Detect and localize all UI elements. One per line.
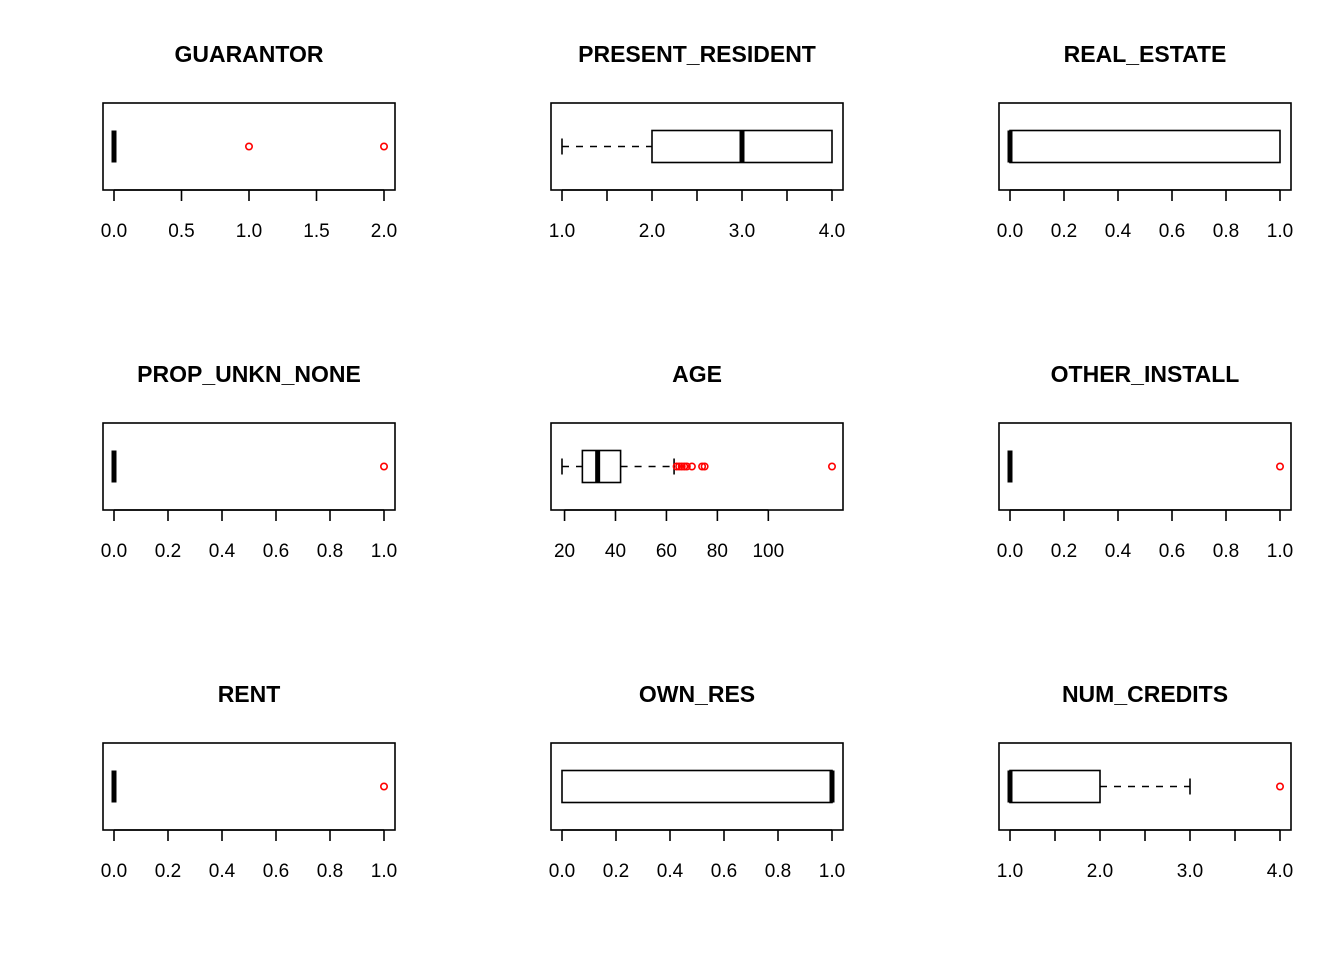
plot-frame — [998, 422, 1292, 511]
plot-frame — [102, 422, 396, 511]
boxplot-panel: REAL_ESTATE 0.0 0.2 0.4 0.6 0.8 1.0 — [997, 41, 1293, 242]
outlier-point — [672, 462, 681, 471]
x-tick-label: 1.0 — [371, 541, 397, 562]
x-tick-label: 0.8 — [1213, 221, 1239, 242]
x-tick-label: 1.0 — [1267, 221, 1293, 242]
x-tick-label: 1.0 — [236, 221, 262, 242]
outlier-point — [1276, 462, 1285, 471]
outlier-point — [687, 462, 696, 471]
outlier-point — [675, 462, 684, 471]
x-tick-label: 0.6 — [1159, 541, 1185, 562]
x-tick-label: 0.0 — [997, 541, 1023, 562]
x-tick-label: 0.6 — [1159, 221, 1185, 242]
x-tick-label: 80 — [707, 541, 728, 562]
x-tick-label: 1.0 — [819, 861, 845, 882]
x-tick-label: 1.0 — [997, 861, 1023, 882]
boxplot-panel: PRESENT_RESIDENT 1.0 2.0 3.0 4.0 — [549, 41, 845, 242]
iqr-box — [581, 449, 622, 484]
boxplot-panel: OWN_RES 0.0 0.2 0.4 0.6 0.8 1.0 — [549, 681, 845, 882]
boxplot-panel: NUM_CREDITS 1.0 2.0 3.0 4.0 — [997, 681, 1293, 882]
panel-title: REAL_ESTATE — [1064, 41, 1227, 67]
panel-title: AGE — [672, 361, 722, 387]
x-tick-label: 0.8 — [317, 861, 343, 882]
outlier-point — [245, 142, 254, 151]
x-tick-label: 0.0 — [101, 541, 127, 562]
plot-frame — [550, 742, 844, 831]
outlier-point — [379, 142, 388, 151]
plot-frame — [102, 102, 396, 191]
x-tick-label: 1.5 — [303, 221, 329, 242]
outlier-point — [827, 462, 836, 471]
x-tick-label: 40 — [605, 541, 626, 562]
x-tick-label: 0.6 — [711, 861, 737, 882]
x-tick-label: 0.2 — [1051, 541, 1077, 562]
panel-title: OWN_RES — [639, 681, 755, 707]
x-tick-label: 4.0 — [819, 221, 845, 242]
iqr-box — [561, 769, 833, 804]
panel-title: RENT — [218, 681, 281, 707]
x-tick-label: 0.2 — [1051, 221, 1077, 242]
boxplot-panel: PROP_UNKN_NONE 0.0 0.2 0.4 0.6 0.8 1.0 — [101, 361, 397, 562]
x-tick-label: 0.8 — [1213, 541, 1239, 562]
x-tick-label: 1.0 — [371, 861, 397, 882]
panel-title: NUM_CREDITS — [1062, 681, 1228, 707]
x-tick-label: 2.0 — [639, 221, 665, 242]
outlier-point — [680, 462, 689, 471]
outlier-point — [698, 462, 707, 471]
x-tick-label: 20 — [554, 541, 575, 562]
boxplot-panel: OTHER_INSTALL 0.0 0.2 0.4 0.6 0.8 1.0 — [997, 361, 1293, 562]
plot-frame — [102, 742, 396, 831]
x-tick-label: 3.0 — [729, 221, 755, 242]
x-tick-label: 0.4 — [209, 541, 236, 562]
boxplot-panel: AGE 20 40 60 80 100 — [550, 361, 844, 562]
outlier-point — [682, 462, 691, 471]
x-tick-label: 2.0 — [1087, 861, 1113, 882]
plot-frame — [998, 102, 1292, 191]
x-tick-label: 0.0 — [997, 221, 1023, 242]
panel-title: OTHER_INSTALL — [1051, 361, 1240, 387]
x-tick-label: 100 — [752, 541, 784, 562]
x-tick-label: 0.4 — [1105, 541, 1132, 562]
panel-title: PRESENT_RESIDENT — [578, 41, 816, 67]
x-tick-label: 0.4 — [657, 861, 684, 882]
plot-frame — [550, 422, 844, 511]
x-tick-label: 2.0 — [371, 221, 397, 242]
x-tick-label: 0.4 — [209, 861, 236, 882]
x-tick-label: 1.0 — [1267, 541, 1293, 562]
x-tick-label: 0.8 — [317, 541, 343, 562]
x-tick-label: 0.8 — [765, 861, 791, 882]
iqr-box — [1009, 129, 1281, 164]
x-tick-label: 0.2 — [603, 861, 629, 882]
x-tick-label: 3.0 — [1177, 861, 1203, 882]
outlier-point — [379, 782, 388, 791]
x-tick-label: 0.0 — [101, 861, 127, 882]
x-tick-label: 0.5 — [168, 221, 194, 242]
x-tick-label: 0.4 — [1105, 221, 1132, 242]
x-tick-label: 0.2 — [155, 861, 181, 882]
iqr-box — [1009, 769, 1101, 804]
x-tick-label: 1.0 — [549, 221, 575, 242]
x-tick-label: 0.6 — [263, 861, 289, 882]
x-tick-label: 60 — [656, 541, 677, 562]
outlier-point — [677, 462, 686, 471]
x-tick-label: 0.2 — [155, 541, 181, 562]
x-tick-label: 4.0 — [1267, 861, 1293, 882]
panel-title: GUARANTOR — [174, 41, 323, 67]
boxplot-panel: RENT 0.0 0.2 0.4 0.6 0.8 1.0 — [101, 681, 397, 882]
outlier-point — [1276, 782, 1285, 791]
x-tick-label: 0.6 — [263, 541, 289, 562]
panel-title: PROP_UNKN_NONE — [137, 361, 361, 387]
boxplot-panel: GUARANTOR 0.0 0.5 1.0 1.5 2.0 — [101, 41, 397, 242]
x-tick-label: 0.0 — [549, 861, 575, 882]
outlier-point — [700, 462, 709, 471]
outlier-point — [379, 462, 388, 471]
x-tick-label: 0.0 — [101, 221, 127, 242]
